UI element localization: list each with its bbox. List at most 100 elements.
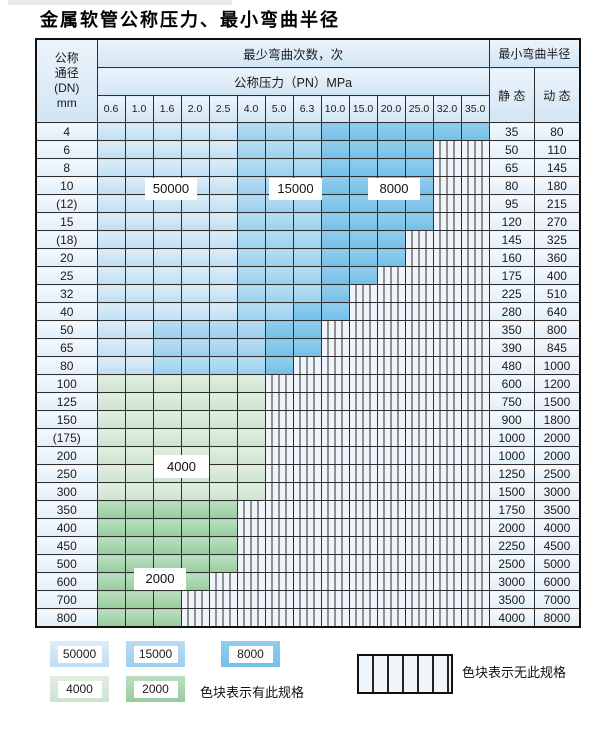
no-spec-cell bbox=[292, 464, 322, 483]
cycle-cell bbox=[236, 446, 266, 465]
no-spec-cell bbox=[432, 518, 462, 537]
cycle-cell bbox=[236, 374, 266, 393]
no-spec-cell bbox=[292, 608, 322, 628]
no-spec-cell bbox=[264, 572, 294, 591]
cycle-cell bbox=[320, 266, 350, 285]
no-spec-cell bbox=[404, 482, 434, 501]
dn-label: 400 bbox=[35, 518, 98, 537]
cycle-cell bbox=[208, 230, 238, 249]
cycle-cell bbox=[96, 194, 126, 213]
no-spec-cell bbox=[376, 554, 406, 573]
cycle-cell bbox=[152, 374, 182, 393]
dynamic-radius-value: 5000 bbox=[533, 554, 581, 573]
cycle-cell bbox=[124, 428, 154, 447]
no-spec-cell bbox=[460, 608, 490, 628]
cycle-cell bbox=[208, 320, 238, 339]
cycle-cell bbox=[124, 266, 154, 285]
cycle-cell bbox=[152, 302, 182, 321]
legend-swatch-label: 50000 bbox=[57, 645, 102, 663]
no-spec-cell bbox=[432, 500, 462, 519]
no-spec-cell bbox=[320, 482, 350, 501]
table-row: 15 120 270 bbox=[35, 212, 581, 231]
static-radius-value: 2250 bbox=[488, 536, 535, 555]
no-spec-cell bbox=[460, 338, 490, 357]
cycle-cell bbox=[292, 320, 322, 339]
cycle-cell bbox=[180, 284, 210, 303]
no-spec-cell bbox=[264, 536, 294, 555]
no-spec-cell bbox=[292, 572, 322, 591]
no-spec-cell bbox=[348, 284, 378, 303]
no-spec-cell bbox=[264, 410, 294, 429]
no-spec-cell bbox=[460, 590, 490, 609]
no-spec-cell bbox=[376, 536, 406, 555]
no-spec-cell bbox=[460, 554, 490, 573]
no-spec-cell bbox=[348, 428, 378, 447]
cycle-cell bbox=[348, 158, 378, 177]
static-radius-value: 95 bbox=[488, 194, 535, 213]
header-static: 静 态 bbox=[488, 67, 535, 123]
no-spec-cell bbox=[376, 374, 406, 393]
cycle-cell bbox=[208, 338, 238, 357]
cycle-cell bbox=[124, 446, 154, 465]
no-spec-cell bbox=[376, 572, 406, 591]
table-row: 4 35 80 bbox=[35, 122, 581, 141]
cycle-cell bbox=[208, 410, 238, 429]
header-bend-cycles: 最少弯曲次数，次 bbox=[96, 38, 490, 68]
no-spec-cell bbox=[432, 194, 462, 213]
dn-label: 32 bbox=[35, 284, 98, 303]
no-spec-cell bbox=[320, 572, 350, 591]
cycle-cell bbox=[208, 464, 238, 483]
static-radius-value: 50 bbox=[488, 140, 535, 159]
no-spec-cell bbox=[264, 374, 294, 393]
no-spec-cell bbox=[348, 320, 378, 339]
table-row: 20 160 360 bbox=[35, 248, 581, 267]
table-row: 400 2000 4000 bbox=[35, 518, 581, 537]
no-spec-cell bbox=[460, 158, 490, 177]
static-radius-value: 280 bbox=[488, 302, 535, 321]
cycle-cell bbox=[96, 554, 126, 573]
zone-label-50000: 50000 bbox=[145, 178, 197, 200]
header-dn-line3: (DN) bbox=[54, 81, 80, 95]
no-spec-cell bbox=[432, 446, 462, 465]
table-row: 65 390 845 bbox=[35, 338, 581, 357]
cycle-cell bbox=[236, 428, 266, 447]
zone-label-15000: 15000 bbox=[269, 178, 322, 200]
no-spec-cell bbox=[432, 320, 462, 339]
cycle-cell bbox=[292, 248, 322, 267]
legend: 50000 15000 8000 4000 2000 色块表示有此规格 色块表示… bbox=[0, 630, 600, 743]
cycle-cell bbox=[180, 158, 210, 177]
cycle-cell bbox=[180, 338, 210, 357]
no-spec-cell bbox=[264, 428, 294, 447]
no-spec-cell bbox=[404, 374, 434, 393]
pn-value-header: 1.0 bbox=[124, 95, 154, 123]
cycle-cell bbox=[208, 482, 238, 501]
cycle-cell bbox=[124, 320, 154, 339]
no-spec-cell bbox=[376, 284, 406, 303]
no-spec-cell bbox=[320, 446, 350, 465]
cycle-cell bbox=[348, 122, 378, 141]
cycle-cell bbox=[208, 158, 238, 177]
no-spec-cell bbox=[432, 464, 462, 483]
no-spec-cell bbox=[404, 284, 434, 303]
no-spec-cell bbox=[404, 320, 434, 339]
pn-value-header: 15.0 bbox=[348, 95, 378, 123]
static-radius-value: 80 bbox=[488, 176, 535, 195]
table-row: 300 1500 3000 bbox=[35, 482, 581, 501]
no-spec-cell bbox=[376, 428, 406, 447]
pn-value-header: 4.0 bbox=[236, 95, 266, 123]
table-row: 700 3500 7000 bbox=[35, 590, 581, 609]
no-spec-cell bbox=[348, 464, 378, 483]
cycle-cell bbox=[152, 284, 182, 303]
cycle-cell bbox=[180, 392, 210, 411]
cycle-cell bbox=[348, 266, 378, 285]
no-spec-cell bbox=[348, 590, 378, 609]
cycle-cell bbox=[180, 482, 210, 501]
dynamic-radius-value: 110 bbox=[533, 140, 581, 159]
cycle-cell bbox=[152, 500, 182, 519]
dynamic-radius-value: 640 bbox=[533, 302, 581, 321]
no-spec-cell bbox=[292, 536, 322, 555]
legend-has-spec-text: 色块表示有此规格 bbox=[200, 685, 305, 700]
cycle-cell bbox=[180, 230, 210, 249]
table-row: 200 1000 2000 bbox=[35, 446, 581, 465]
static-radius-value: 390 bbox=[488, 338, 535, 357]
